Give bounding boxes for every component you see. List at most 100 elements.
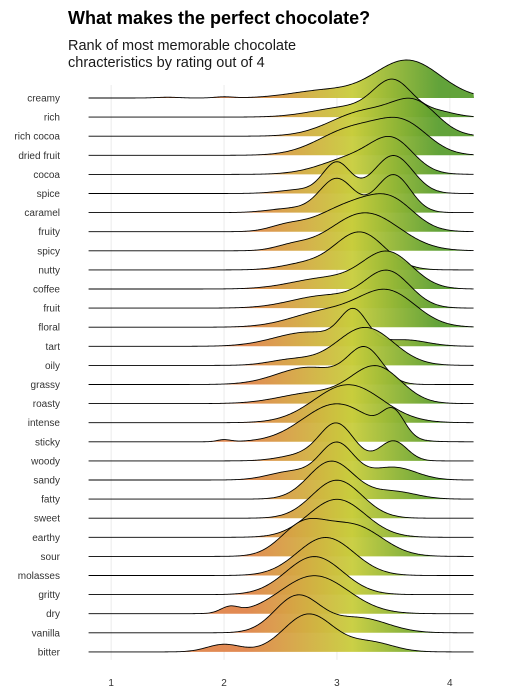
category-label: cocoa — [33, 170, 60, 181]
ridge-outline — [88, 155, 474, 194]
x-tick-label: 4 — [447, 678, 453, 689]
ridge-outline — [88, 537, 474, 576]
x-tick-label: 2 — [221, 678, 227, 689]
ridge-outline — [88, 326, 474, 366]
ridge-outline — [88, 613, 474, 653]
ridge-outline — [88, 135, 474, 175]
ridge-outline — [88, 517, 474, 557]
ridge-gritty — [88, 556, 474, 596]
x-tick-label: 3 — [334, 678, 340, 689]
ridge-area — [88, 136, 474, 175]
category-label: fruity — [38, 227, 60, 238]
chart-title: What makes the perfect chocolate? — [68, 8, 371, 28]
ridge-intense — [88, 384, 474, 424]
ridge-outline — [88, 365, 474, 405]
ridge-vanilla — [88, 594, 474, 634]
category-label: oily — [45, 361, 60, 372]
category-label: grassy — [31, 380, 60, 391]
ridge-outline — [88, 479, 474, 519]
ridge-molasses — [88, 537, 474, 576]
category-label: fatty — [41, 495, 60, 506]
category-label: woody — [30, 456, 60, 467]
x-axis-ticks: 1 2 3 4 — [108, 678, 453, 689]
ridge-area — [88, 575, 474, 614]
ridge-area — [88, 442, 474, 480]
ridge-outline — [88, 250, 474, 290]
category-label: gritty — [38, 590, 60, 601]
ridge-woody — [88, 422, 474, 462]
ridge-area — [88, 537, 474, 576]
category-label: vanilla — [32, 628, 61, 639]
ridge-outline — [88, 174, 474, 214]
ridge-outline — [88, 59, 474, 99]
ridge-outline — [88, 78, 474, 118]
ridge-creamy — [88, 59, 474, 99]
ridge-outline — [88, 403, 474, 443]
category-label: intense — [28, 418, 61, 429]
category-label: dried fruit — [18, 151, 60, 162]
ridge-sticky — [88, 403, 474, 443]
category-label: floral — [38, 323, 60, 334]
ridge-area — [88, 499, 474, 538]
ridge-outline — [88, 575, 474, 615]
ridge-area — [88, 155, 474, 194]
category-label: caramel — [24, 208, 60, 219]
ridge-sour — [88, 517, 474, 557]
ridge-outline — [88, 594, 474, 634]
category-label: sweet — [34, 514, 60, 525]
category-label: earthy — [32, 533, 60, 544]
ridge-outline — [88, 193, 474, 233]
ridge-area — [88, 60, 474, 98]
category-label: tart — [46, 342, 61, 353]
ridge-outline — [88, 556, 474, 596]
category-label: nutty — [38, 265, 60, 276]
category-label: sour — [41, 552, 61, 563]
ridge-outline — [88, 269, 474, 309]
ridge-sandy — [88, 441, 474, 481]
x-tick-label: 1 — [108, 678, 114, 689]
ridge-roasty — [88, 365, 474, 405]
ridge-outline — [88, 460, 474, 500]
ridge-fatty — [88, 460, 474, 500]
ridge-sweet — [88, 479, 474, 519]
ridge-area — [88, 518, 474, 557]
ridge-earthy — [88, 498, 474, 538]
category-label: fruit — [43, 304, 60, 315]
category-label: spice — [37, 189, 61, 200]
ridge-spice — [88, 155, 474, 194]
ridge-outline — [88, 441, 474, 481]
category-label: sandy — [33, 476, 60, 487]
ridge-outline — [88, 288, 474, 328]
ridge-outline — [88, 346, 474, 385]
ridge-area — [88, 403, 474, 442]
category-label: rich — [44, 113, 60, 124]
ridge-area — [88, 461, 474, 500]
category-labels: creamy rich rich cocoa dried fruit cocoa spic… — [14, 94, 60, 659]
category-label: bitter — [38, 647, 61, 658]
ridge-outline — [88, 212, 474, 252]
ridge-area — [88, 384, 474, 423]
ridges — [88, 59, 474, 653]
ridge-area — [88, 556, 474, 595]
category-label: spicy — [37, 246, 60, 257]
ridge-area — [88, 365, 474, 404]
ridge-bitter — [88, 613, 474, 653]
ridge-area — [88, 289, 474, 328]
category-label: creamy — [27, 94, 60, 105]
ridge-floral — [88, 288, 474, 328]
ridge-area — [88, 422, 474, 461]
ridge-outline — [88, 307, 474, 347]
ridge-outline — [88, 498, 474, 538]
ridge-cocoa — [88, 135, 474, 175]
category-label: dry — [46, 609, 60, 620]
ridge-dry — [88, 575, 474, 615]
chart-subtitle: Rank of most memorable chocolate chracte… — [68, 38, 297, 71]
category-label: roasty — [33, 399, 60, 410]
category-label: molasses — [18, 571, 60, 582]
ridge-area — [88, 594, 474, 633]
ridge-outline — [88, 116, 474, 156]
category-label: sticky — [35, 437, 60, 448]
category-label: rich cocoa — [14, 132, 60, 143]
category-label: coffee — [33, 285, 60, 296]
